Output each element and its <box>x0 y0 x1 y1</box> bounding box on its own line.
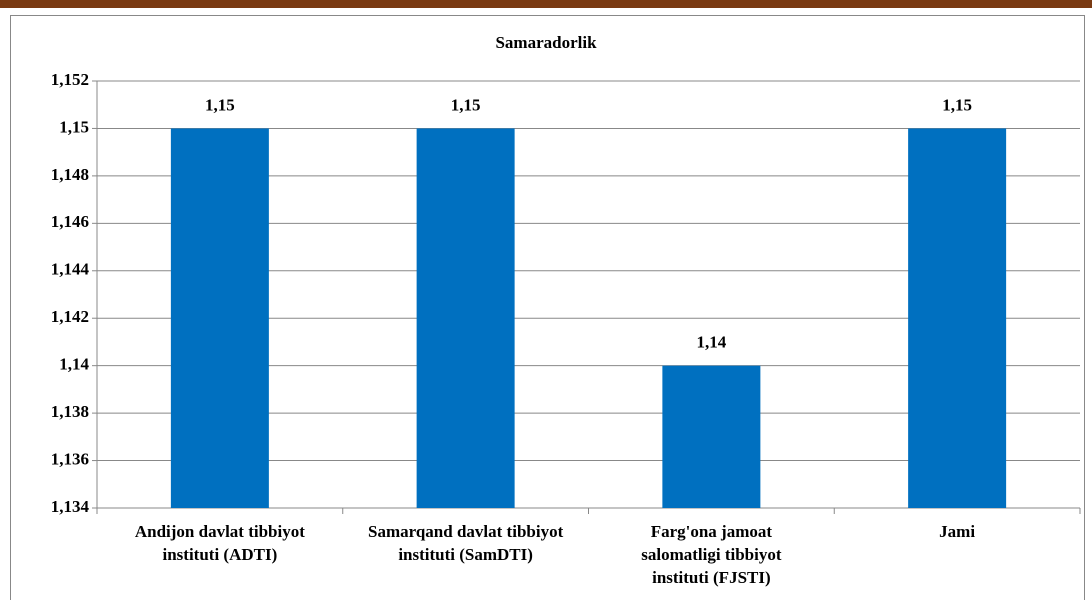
bar <box>908 128 1007 508</box>
chart-frame <box>10 15 1085 600</box>
top-band <box>0 0 1092 8</box>
x-tick-label: Jami <box>939 522 976 541</box>
bar <box>662 365 761 508</box>
bar <box>170 128 269 508</box>
y-tick-label: 1,15 <box>59 117 89 136</box>
x-tick-label: Samarqand davlat tibbiyot instituti (Sam… <box>368 522 564 564</box>
y-tick-label: 1,134 <box>51 497 90 516</box>
y-tick-label: 1,152 <box>51 70 89 89</box>
y-tick-label: 1,146 <box>51 212 89 231</box>
data-label: 1,14 <box>697 333 727 352</box>
y-tick-label: 1,136 <box>51 449 89 468</box>
data-label: 1,15 <box>205 95 235 114</box>
y-tick-label: 1,148 <box>51 165 89 184</box>
y-tick-label: 1,138 <box>51 402 89 421</box>
x-tick-label: Farg'ona jamoat salomatligi tibbiyot ins… <box>641 522 782 587</box>
data-label: 1,15 <box>451 95 481 114</box>
x-tick-label: Andijon davlat tibbiyot instituti (ADTI) <box>134 522 305 564</box>
y-tick-label: 1,142 <box>51 307 89 326</box>
y-tick-label: 1,14 <box>59 355 89 374</box>
chart-title: Samaradorlik <box>495 33 597 52</box>
data-label: 1,15 <box>942 95 972 114</box>
bar <box>416 128 515 508</box>
y-tick-label: 1,144 <box>51 260 90 279</box>
